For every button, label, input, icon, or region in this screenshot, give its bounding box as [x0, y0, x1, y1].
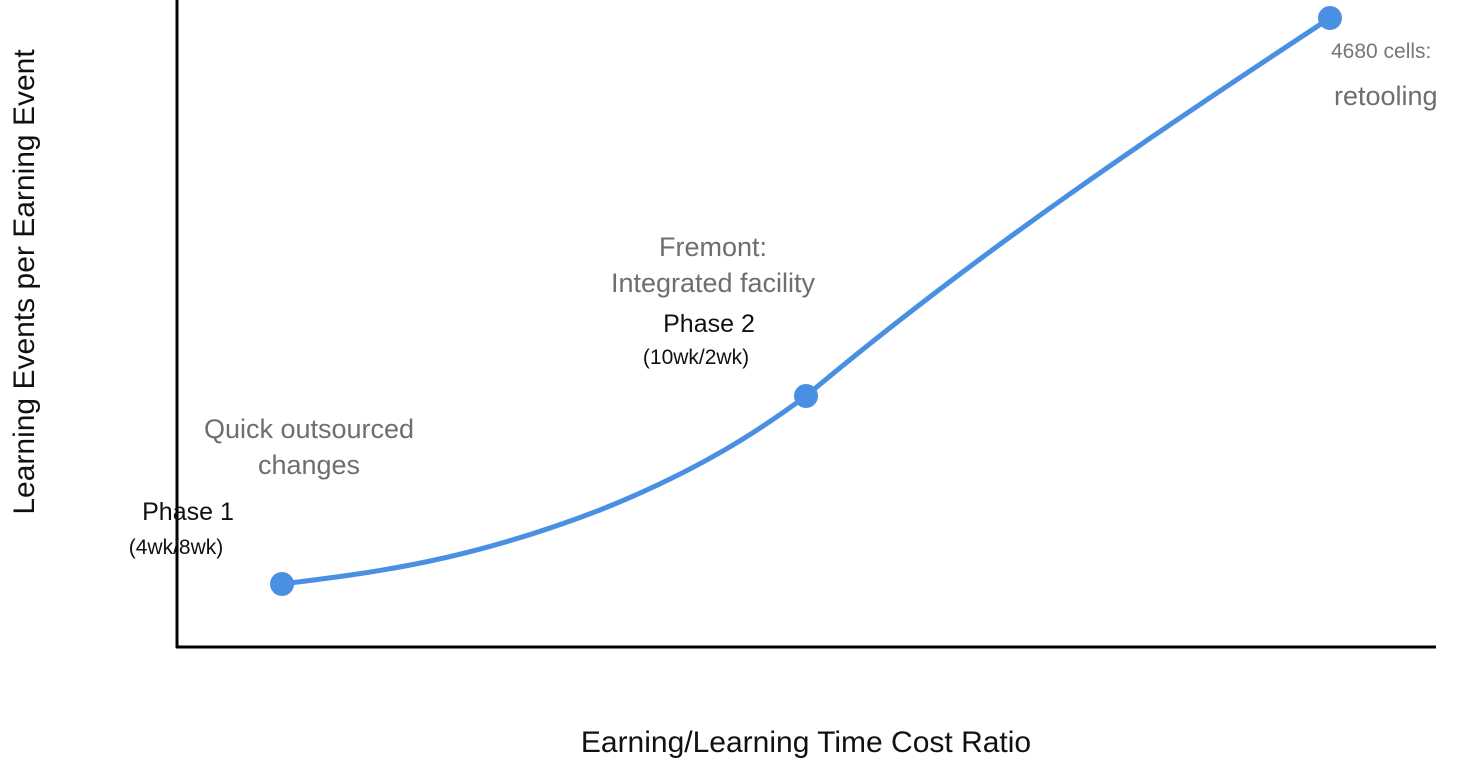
annotation-4680-note-line-2: retooling	[1334, 81, 1438, 111]
annotation-phase-1-ratio: (4wk/8wk)	[129, 536, 224, 559]
y-axis-label: Learning Events per Earning Event	[8, 49, 41, 515]
data-point-4680-cells	[1318, 6, 1342, 30]
annotation-phase-2-ratio: (10wk/2wk)	[643, 346, 749, 369]
data-point-phase-1	[270, 572, 294, 596]
annotation-phase-2-label: Phase 2	[663, 310, 755, 338]
annotation-phase-2-note-line-1: Fremont:	[659, 232, 767, 262]
annotation-phase-2-note-line-2: Integrated facility	[611, 268, 816, 298]
annotation-4680-note-line-1: 4680 cells:	[1331, 40, 1431, 63]
annotation-phase-1-note-line-2: changes	[258, 450, 360, 480]
x-axis-label: Earning/Learning Time Cost Ratio	[581, 726, 1031, 759]
series-line	[279, 15, 1333, 587]
data-point-phase-2	[794, 384, 818, 408]
annotation-phase-1-label: Phase 1	[142, 498, 234, 526]
annotation-phase-1-note-line-1: Quick outsourced	[204, 414, 414, 444]
